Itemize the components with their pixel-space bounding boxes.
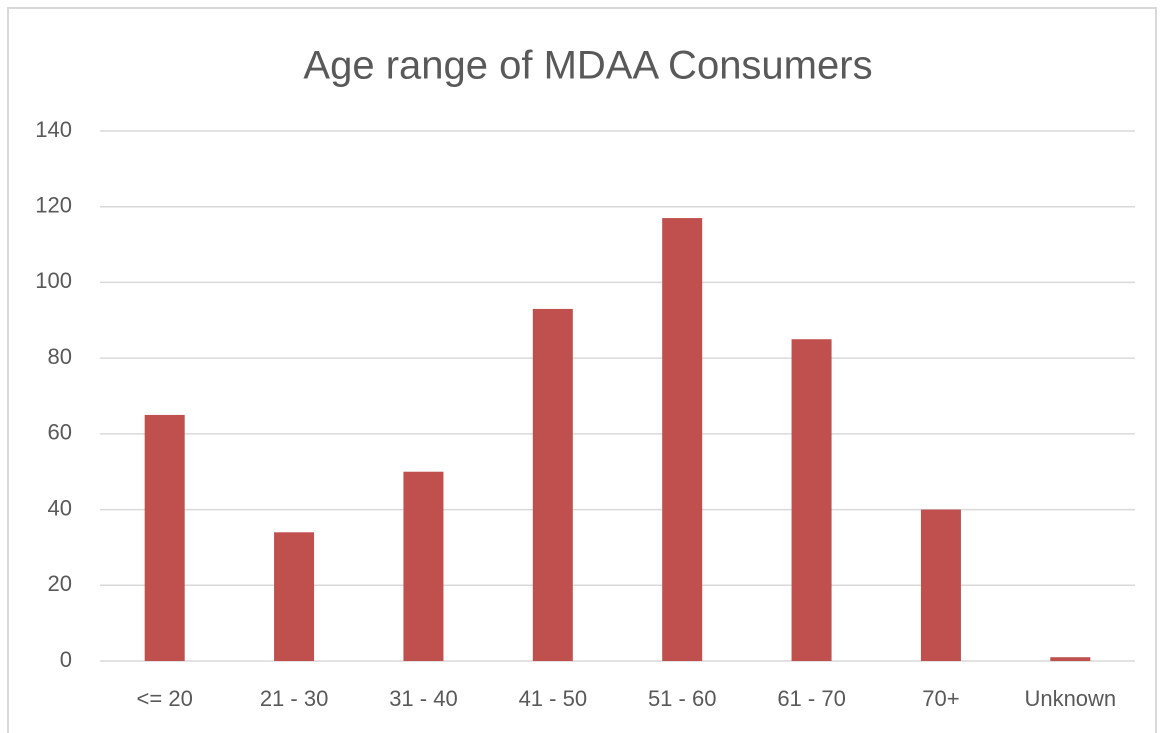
bar (403, 471, 444, 661)
x-tick-label: 51 - 60 (648, 686, 717, 711)
bar (791, 339, 832, 661)
bar (920, 509, 961, 661)
bar (1050, 657, 1091, 661)
bar (144, 414, 185, 661)
x-tick-label: Unknown (1024, 686, 1116, 711)
y-tick-label: 40 (48, 495, 72, 520)
x-tick-label: <= 20 (137, 686, 193, 711)
y-tick-label: 100 (35, 268, 72, 293)
x-tick-label: 21 - 30 (260, 686, 329, 711)
x-tick-label: 31 - 40 (389, 686, 458, 711)
x-tick-label: 61 - 70 (777, 686, 846, 711)
y-tick-label: 60 (48, 420, 72, 445)
y-tick-label: 140 (35, 117, 72, 142)
x-tick-label: 70+ (922, 686, 959, 711)
y-tick-label: 20 (48, 571, 72, 596)
bar (662, 218, 703, 662)
y-tick-label: 120 (35, 193, 72, 218)
y-tick-label: 0 (60, 647, 72, 672)
x-tick-label: 41 - 50 (519, 686, 588, 711)
bar (532, 308, 573, 661)
y-tick-label: 80 (48, 344, 72, 369)
bar (274, 532, 315, 661)
chart-title: Age range of MDAA Consumers (303, 44, 872, 88)
chart-frame (7, 7, 1157, 733)
